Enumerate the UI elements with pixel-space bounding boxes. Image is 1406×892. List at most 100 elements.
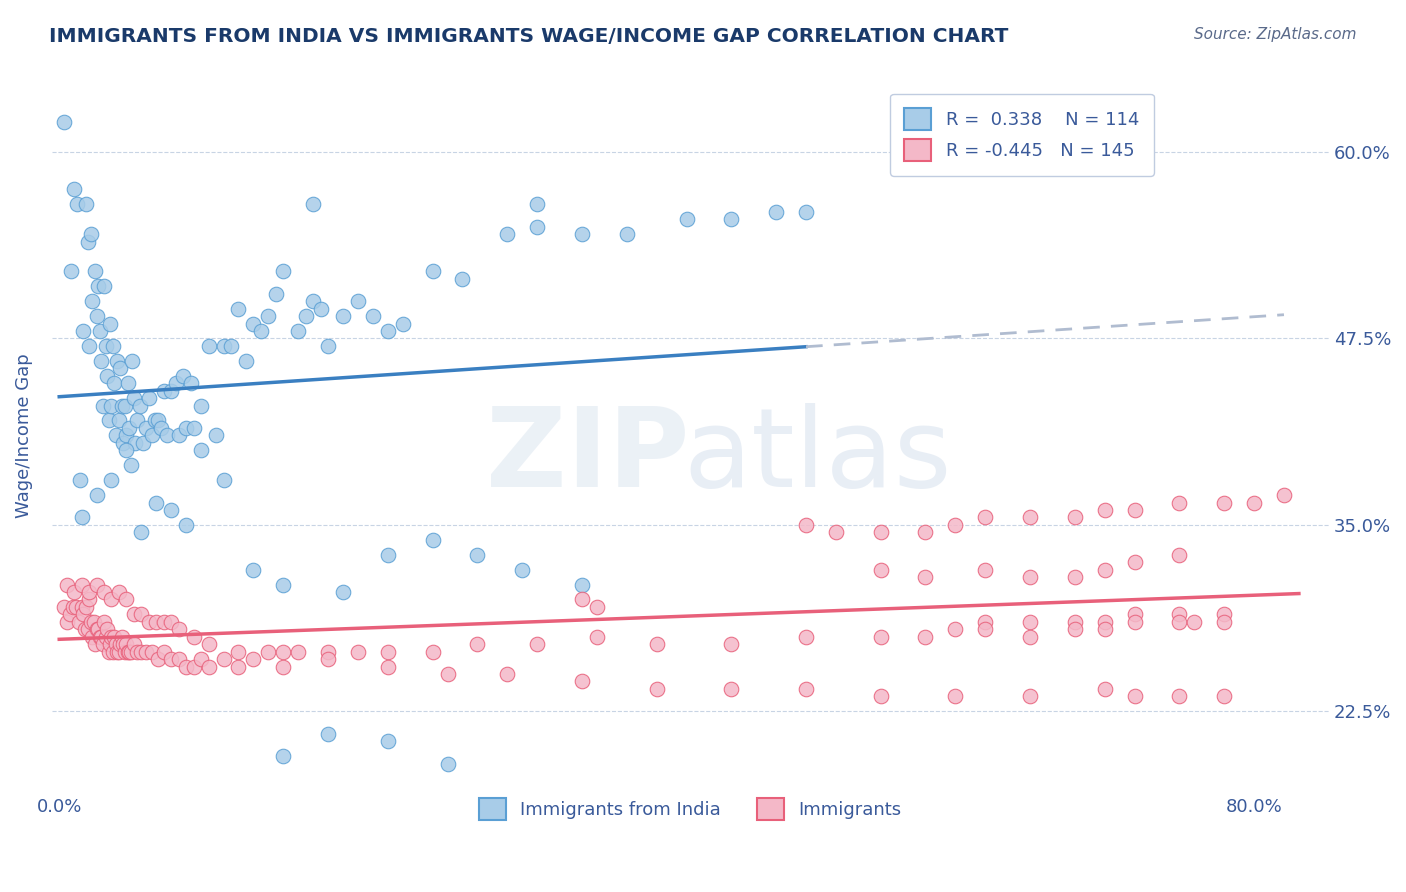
Point [172,368,194,383]
Point [571,577,593,591]
Point [108,645,131,659]
Point [361,309,384,323]
Point [111,399,134,413]
Point [55,615,77,629]
Point [75,197,97,211]
Point [1213,495,1236,509]
Point [571,674,593,689]
Point [183,659,205,673]
Point [1123,503,1146,517]
Point [1272,488,1295,502]
Point [174,659,197,673]
Point [377,734,399,748]
Point [122,391,145,405]
Point [132,435,155,450]
Point [75,599,97,614]
Text: atlas: atlas [683,403,952,510]
Point [1019,615,1042,629]
Point [526,637,548,651]
Point [124,435,146,450]
Point [167,652,190,666]
Point [1063,615,1085,629]
Point [97,413,120,427]
Point [84,264,107,278]
Point [160,384,183,398]
Point [131,525,153,540]
Point [86,622,108,636]
Point [219,339,242,353]
Point [316,652,339,666]
Y-axis label: Wage/Income Gap: Wage/Income Gap [15,353,32,517]
Point [77,339,100,353]
Point [794,517,817,532]
Point [52,599,75,614]
Point [212,339,235,353]
Point [197,339,219,353]
Point [347,294,370,309]
Point [422,533,444,547]
Point [138,615,160,629]
Point [100,630,122,644]
Point [1168,607,1191,622]
Point [89,630,111,644]
Point [125,645,148,659]
Point [69,473,91,487]
Point [794,630,817,644]
Point [765,204,787,219]
Point [115,637,138,651]
Point [586,599,609,614]
Point [115,592,138,607]
Point [943,517,966,532]
Point [794,681,817,696]
Point [160,615,183,629]
Point [974,563,997,577]
Point [143,413,166,427]
Point [120,645,142,659]
Point [1123,607,1146,622]
Point [98,317,121,331]
Point [943,690,966,704]
Point [70,577,93,591]
Point [974,622,997,636]
Point [67,615,90,629]
Point [104,428,127,442]
Point [869,630,891,644]
Point [190,399,212,413]
Point [1123,615,1146,629]
Point [87,279,110,293]
Point [271,749,294,764]
Point [103,376,125,391]
Text: ZIP: ZIP [486,403,690,510]
Point [645,637,668,651]
Point [271,645,294,659]
Point [112,435,135,450]
Point [83,615,105,629]
Point [86,488,108,502]
Point [131,645,153,659]
Point [1123,555,1146,569]
Point [94,630,117,644]
Point [1168,615,1191,629]
Point [73,622,96,636]
Point [55,577,77,591]
Point [190,652,212,666]
Point [149,421,172,435]
Point [571,227,593,241]
Point [974,510,997,524]
Text: IMMIGRANTS FROM INDIA VS IMMIGRANTS WAGE/INCOME GAP CORRELATION CHART: IMMIGRANTS FROM INDIA VS IMMIGRANTS WAGE… [49,27,1008,45]
Point [97,645,120,659]
Point [242,652,264,666]
Point [869,525,891,540]
Point [287,324,309,338]
Point [347,645,370,659]
Point [87,622,110,636]
Point [616,227,638,241]
Point [436,756,458,771]
Point [174,421,197,435]
Point [235,354,257,368]
Point [271,577,294,591]
Point [131,607,153,622]
Point [122,637,145,651]
Point [180,376,202,391]
Point [79,227,101,241]
